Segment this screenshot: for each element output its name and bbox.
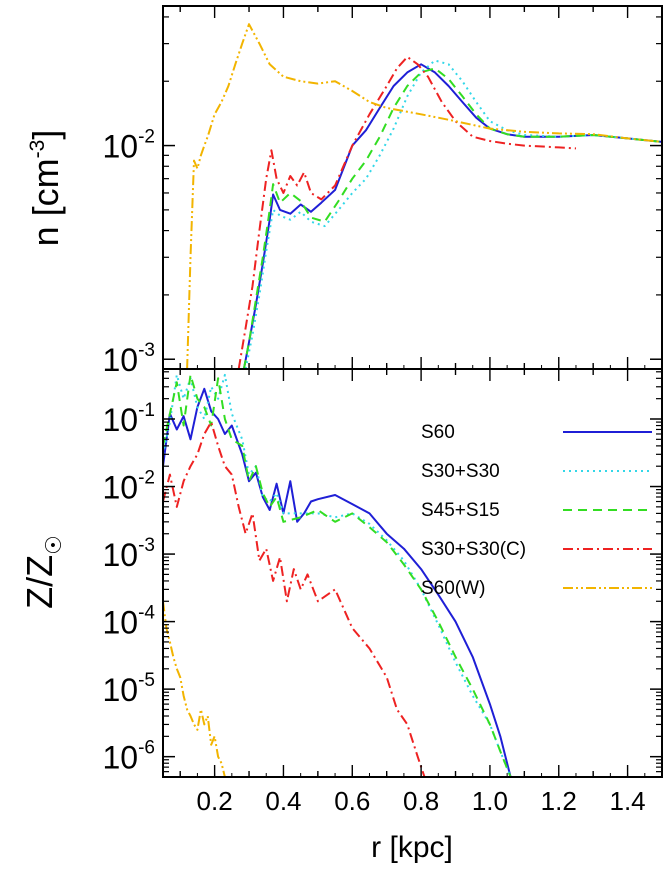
bottom-ytick-label: 10-5 (103, 670, 156, 708)
xtick-label: 1.0 (472, 786, 508, 816)
ytick-base: 10 (103, 537, 139, 573)
legend-label-s60: S60 (421, 422, 455, 443)
axes-layer: 10-210-310-110-210-310-410-510-60.2 0.4 0.… (103, 5, 663, 816)
legend-label-s30-s30-c: S30+S30(C) (421, 539, 526, 560)
xtick-label: 1.2 (541, 786, 577, 816)
bottom-series-s45-s15 (163, 373, 512, 777)
ytick-base: 10 (103, 129, 139, 165)
top-plot-frame (162, 5, 663, 370)
xtick-label: 0.6 (334, 786, 370, 816)
ytick-exp: -3 (138, 535, 155, 556)
ytick-base: 10 (103, 402, 139, 438)
ytick-base: 10 (103, 672, 139, 708)
ytick-exp: -3 (138, 340, 155, 361)
bottom-series-s30-s30-c (163, 421, 426, 777)
top-series-s30-s30-c (237, 55, 577, 369)
legend-label-s45-s15: S45+S15 (421, 500, 500, 521)
top-ytick-label: 10-2 (103, 127, 156, 165)
bottom-ytick-label: 10-6 (103, 738, 156, 776)
top-series-s60 (242, 63, 662, 369)
top-ylabel-close: ] (25, 130, 66, 140)
bottom-ylabel: Z/Z☉ (19, 535, 66, 609)
ytick-exp: -1 (138, 400, 155, 421)
bottom-panel-series (163, 373, 512, 777)
top-ytick-label: 10-3 (103, 340, 156, 378)
xtick-label: 1.4 (610, 786, 646, 816)
bottom-ytick-label: 10-2 (103, 468, 156, 506)
top-ylabel: n [cm-3] (25, 130, 66, 247)
top-ylabel-exp: -3 (26, 140, 49, 159)
bottom-plot-frame (162, 368, 663, 778)
bottom-ytick-label: 10-4 (103, 603, 156, 641)
top-series-s30-s30 (244, 59, 662, 369)
ytick-base: 10 (103, 470, 139, 506)
top-series-s45-s15 (242, 67, 662, 369)
ytick-base: 10 (103, 342, 139, 378)
top-panel-series (186, 23, 662, 369)
legend-label-s30-s30: S30+S30 (421, 461, 500, 482)
bottom-ytick-label: 10-3 (103, 535, 156, 573)
ytick-base: 10 (103, 740, 139, 776)
top-ylabel-main: n [cm (25, 158, 66, 246)
x-axis-label: r [kpc] (371, 831, 453, 864)
ytick-exp: -6 (138, 738, 155, 759)
bottom-ytick-label: 10-1 (103, 400, 156, 438)
bottom-ylabel-main: Z/Z (19, 555, 60, 609)
ytick-exp: -5 (138, 670, 155, 691)
legend: S60 S30+S30 S45+S15 S30+S30(C) S60(W) (421, 422, 652, 599)
top-series-s60-w (186, 23, 662, 369)
legend-label-s60-w: S60(W) (421, 578, 485, 599)
ytick-exp: -4 (138, 603, 155, 624)
ytick-exp: -2 (138, 468, 155, 489)
xtick-label: 0.8 (403, 786, 439, 816)
xtick-label: 0.2 (197, 786, 233, 816)
xtick-label: 0.4 (265, 786, 301, 816)
ytick-exp: -2 (138, 127, 155, 148)
bottom-ylabel-sub: ☉ (41, 535, 66, 555)
ytick-base: 10 (103, 605, 139, 641)
